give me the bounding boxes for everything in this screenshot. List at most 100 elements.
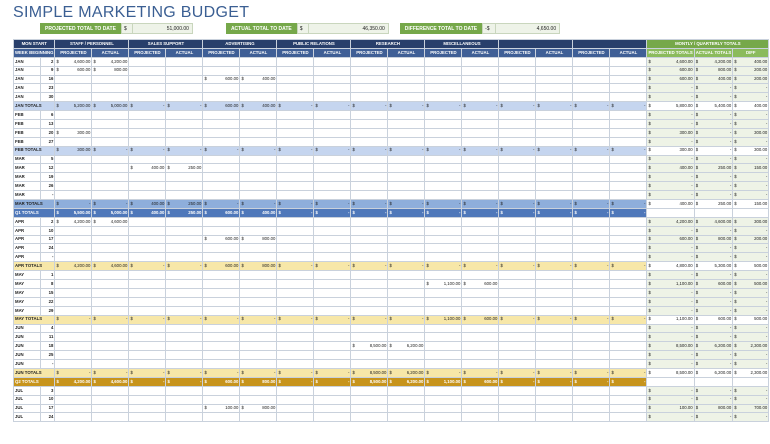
budget-cell[interactable] bbox=[387, 190, 426, 201]
budget-cell[interactable] bbox=[202, 394, 241, 405]
budget-cell[interactable] bbox=[350, 127, 389, 138]
budget-cell[interactable] bbox=[91, 350, 130, 361]
budget-cell[interactable] bbox=[128, 136, 167, 147]
budget-cell[interactable] bbox=[350, 74, 389, 85]
budget-cell[interactable] bbox=[91, 243, 130, 254]
budget-cell[interactable] bbox=[572, 332, 611, 343]
budget-cell[interactable] bbox=[313, 252, 352, 263]
budget-cell[interactable] bbox=[91, 163, 130, 174]
budget-cell[interactable] bbox=[535, 154, 574, 165]
budget-cell[interactable] bbox=[387, 92, 426, 103]
budget-cell[interactable] bbox=[535, 127, 574, 138]
budget-cell[interactable] bbox=[350, 154, 389, 165]
budget-cell[interactable] bbox=[313, 83, 352, 94]
budget-cell[interactable] bbox=[128, 154, 167, 165]
budget-cell[interactable] bbox=[313, 350, 352, 361]
budget-cell[interactable] bbox=[165, 412, 204, 423]
budget-cell[interactable] bbox=[276, 270, 315, 281]
budget-cell[interactable] bbox=[313, 234, 352, 245]
budget-cell[interactable] bbox=[535, 110, 574, 121]
budget-cell[interactable] bbox=[609, 65, 648, 76]
budget-cell[interactable] bbox=[498, 305, 537, 316]
budget-cell[interactable] bbox=[535, 341, 574, 352]
budget-cell[interactable] bbox=[350, 119, 389, 129]
budget-cell[interactable] bbox=[128, 296, 167, 307]
budget-cell[interactable] bbox=[165, 243, 204, 254]
budget-cell[interactable] bbox=[535, 190, 574, 201]
budget-cell[interactable] bbox=[202, 359, 241, 369]
budget-cell[interactable] bbox=[350, 216, 389, 227]
budget-cell[interactable] bbox=[609, 305, 648, 316]
budget-cell[interactable] bbox=[498, 65, 537, 76]
budget-cell[interactable] bbox=[461, 385, 500, 396]
budget-cell[interactable] bbox=[535, 252, 574, 263]
budget-cell[interactable] bbox=[54, 243, 93, 254]
budget-cell[interactable] bbox=[498, 412, 537, 423]
budget-cell[interactable] bbox=[461, 225, 500, 236]
budget-cell[interactable] bbox=[387, 385, 426, 396]
budget-cell[interactable] bbox=[202, 110, 241, 121]
budget-cell[interactable] bbox=[424, 154, 463, 165]
budget-cell[interactable] bbox=[239, 252, 278, 263]
budget-cell[interactable] bbox=[387, 350, 426, 361]
budget-cell[interactable] bbox=[91, 154, 130, 165]
budget-cell[interactable] bbox=[165, 385, 204, 396]
budget-cell[interactable] bbox=[609, 403, 648, 414]
budget-cell[interactable] bbox=[165, 119, 204, 129]
budget-cell[interactable] bbox=[350, 225, 389, 236]
budget-cell[interactable] bbox=[572, 394, 611, 405]
budget-cell[interactable] bbox=[128, 83, 167, 94]
budget-cell[interactable] bbox=[498, 163, 537, 174]
budget-cell[interactable] bbox=[276, 92, 315, 103]
budget-cell[interactable] bbox=[535, 172, 574, 183]
budget-cell[interactable] bbox=[91, 279, 130, 289]
budget-cell[interactable] bbox=[239, 341, 278, 352]
budget-cell[interactable] bbox=[54, 270, 93, 281]
budget-cell[interactable] bbox=[202, 154, 241, 165]
budget-cell[interactable]: $600.00 bbox=[202, 74, 241, 85]
budget-cell[interactable] bbox=[461, 65, 500, 76]
budget-cell[interactable] bbox=[276, 287, 315, 298]
budget-cell[interactable] bbox=[461, 216, 500, 227]
budget-cell[interactable] bbox=[239, 92, 278, 103]
budget-cell[interactable] bbox=[313, 119, 352, 129]
budget-cell[interactable]: $4,200.00 bbox=[91, 56, 130, 67]
budget-cell[interactable] bbox=[535, 332, 574, 343]
budget-cell[interactable] bbox=[387, 287, 426, 298]
budget-cell[interactable] bbox=[387, 359, 426, 369]
budget-cell[interactable] bbox=[350, 270, 389, 281]
budget-cell[interactable] bbox=[276, 181, 315, 192]
budget-cell[interactable] bbox=[239, 279, 278, 289]
budget-cell[interactable] bbox=[239, 385, 278, 396]
budget-cell[interactable] bbox=[424, 181, 463, 192]
budget-cell[interactable] bbox=[313, 296, 352, 307]
budget-cell[interactable] bbox=[535, 296, 574, 307]
budget-cell[interactable] bbox=[165, 83, 204, 94]
budget-cell[interactable] bbox=[498, 127, 537, 138]
budget-cell[interactable] bbox=[91, 296, 130, 307]
budget-cell[interactable] bbox=[239, 225, 278, 236]
budget-cell[interactable] bbox=[239, 154, 278, 165]
budget-cell[interactable] bbox=[572, 243, 611, 254]
budget-cell[interactable] bbox=[424, 305, 463, 316]
budget-cell[interactable]: $4,600.00 bbox=[54, 56, 93, 67]
budget-cell[interactable] bbox=[609, 83, 648, 94]
budget-cell[interactable] bbox=[313, 270, 352, 281]
budget-cell[interactable] bbox=[313, 305, 352, 316]
budget-cell[interactable] bbox=[572, 305, 611, 316]
budget-cell[interactable] bbox=[202, 181, 241, 192]
budget-cell[interactable] bbox=[239, 181, 278, 192]
budget-cell[interactable] bbox=[609, 92, 648, 103]
budget-cell[interactable] bbox=[202, 65, 241, 76]
budget-cell[interactable] bbox=[498, 341, 537, 352]
budget-cell[interactable] bbox=[350, 394, 389, 405]
budget-cell[interactable] bbox=[91, 234, 130, 245]
budget-cell[interactable] bbox=[424, 119, 463, 129]
budget-cell[interactable] bbox=[239, 350, 278, 361]
budget-cell[interactable] bbox=[313, 56, 352, 67]
budget-cell[interactable]: $100.00 bbox=[202, 403, 241, 414]
budget-cell[interactable] bbox=[202, 279, 241, 289]
budget-cell[interactable] bbox=[572, 190, 611, 201]
budget-cell[interactable] bbox=[239, 412, 278, 423]
budget-cell[interactable] bbox=[128, 252, 167, 263]
